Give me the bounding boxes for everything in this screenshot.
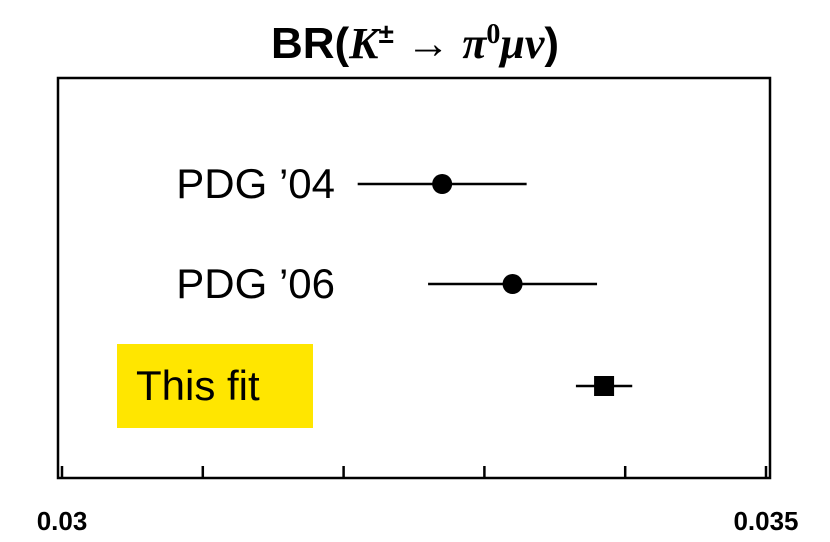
title-part: 0: [486, 19, 500, 50]
chart-title: BR(K± → π0μν): [271, 18, 559, 69]
title-part: BR(: [271, 19, 350, 68]
title-part: ±: [379, 18, 394, 49]
x-tick-label: 0.035: [733, 506, 798, 536]
title-part: ): [544, 19, 559, 68]
x-tick-label: 0.03: [37, 506, 88, 536]
point-marker: [502, 274, 523, 294]
label-highlight: [117, 344, 313, 428]
title-part: K: [348, 19, 381, 68]
category-label: PDG ’04: [176, 160, 335, 207]
title-part: →: [394, 19, 462, 68]
plot-frame: [56, 76, 772, 480]
category-label: PDG ’06: [176, 260, 335, 307]
category-label: This fit: [136, 362, 260, 409]
point-marker: [594, 376, 615, 396]
point-marker: [432, 174, 453, 194]
title-part: π: [462, 19, 487, 68]
title-part: μν: [498, 19, 544, 68]
